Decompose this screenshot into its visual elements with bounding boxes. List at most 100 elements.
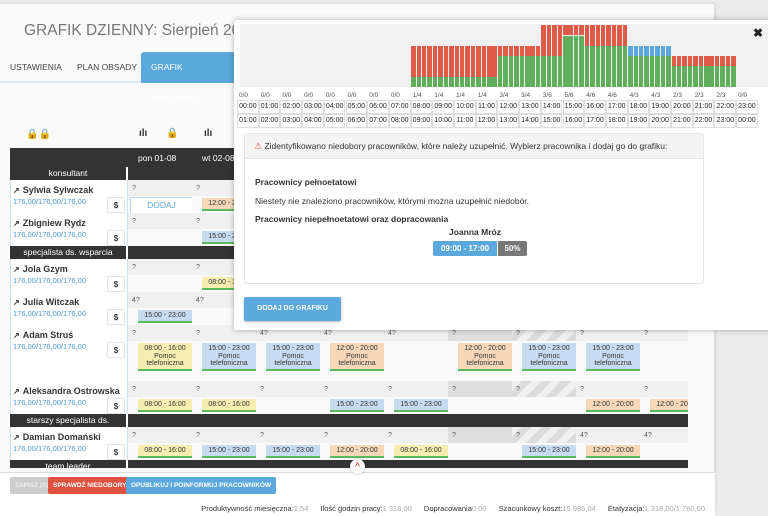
shift-block[interactable]: 15:00 - 23:00 [394,399,448,412]
tab-plan-obsady[interactable]: PLAN OBSADY [77,62,137,72]
cost-button[interactable]: $ [107,444,125,460]
availability-cell[interactable]: ? [640,381,688,397]
shift-cell[interactable]: 08:00 - 16:00 [384,443,448,460]
employee-name[interactable]: ↗ Sylwia Sylwczak [11,180,127,195]
availability-cell[interactable]: ? [128,213,192,229]
lock-icon[interactable]: 🔒 [166,128,179,139]
availability-cell[interactable]: ? [448,381,512,397]
availability-cell[interactable]: ? [256,427,320,443]
candidate-shift-badge[interactable]: 09:00 - 17:00 [433,241,497,256]
lock-all-icon[interactable]: 🔒🔒 [26,129,51,140]
availability-cell[interactable]: ? [512,381,576,397]
shift-cell[interactable] [256,397,320,414]
shift-block[interactable]: 08:00 - 16:00 [138,445,192,458]
chevron-up-icon[interactable]: ^ [350,459,365,474]
tab-ustawienia[interactable]: USTAWIENIA [10,62,62,72]
shift-cell[interactable]: 08:00 - 16:00 [128,443,192,460]
publish-button[interactable]: OPUBLIKUJ I POINFORMUJ PRACOWNIKÓW [126,477,277,494]
bar-chart-icon[interactable]: ılı [204,128,213,139]
employee-name[interactable]: ↗ Damian Domański [11,427,127,442]
save-button[interactable]: ZAPISZ (0) [10,477,53,494]
tab-grafik-wykonany[interactable]: GRAFIK WYKONANY [141,52,235,103]
availability-cell[interactable]: 4? [576,427,640,443]
availability-cell[interactable]: ? [384,427,448,443]
shift-cell[interactable]: 15:00 - 23:00 Pomoc telefoniczna [192,341,256,381]
availability-cell[interactable]: ? [384,381,448,397]
availability-cell[interactable]: ? [320,427,384,443]
shift-cell[interactable]: 15:00 - 23:00 Pomoc telefoniczna [512,341,576,381]
external-link-icon[interactable]: ↗ [13,331,20,340]
availability-cell[interactable]: ? [128,180,192,196]
shift-cell[interactable]: 12:00 - 20:00 [640,397,688,414]
availability-cell[interactable]: ? [192,427,256,443]
employee-name[interactable]: ↗ Julia Witczak [11,292,127,307]
shift-cell[interactable] [640,341,688,381]
availability-cell[interactable]: ? [576,381,640,397]
add-shift-button[interactable]: DODAJ [130,197,193,214]
shift-block[interactable]: 15:00 - 23:00 [330,399,384,412]
shift-block[interactable]: 12:00 - 20:00 [650,399,688,412]
availability-cell[interactable]: ? [128,259,192,275]
shift-block[interactable]: 12:00 - 20:00 Pomoc telefoniczna [458,343,512,371]
shift-cell[interactable] [640,443,688,460]
availability-cell[interactable]: ? [192,381,256,397]
availability-cell[interactable]: 4? [640,427,688,443]
cost-button[interactable]: $ [107,230,125,246]
availability-cell[interactable]: ? [256,381,320,397]
shift-cell[interactable]: 15:00 - 23:00 [192,443,256,460]
shift-block[interactable]: 15:00 - 23:00 [266,445,320,458]
shift-cell[interactable]: 15:00 - 23:00 [512,443,576,460]
availability-cell[interactable]: ? [320,381,384,397]
external-link-icon[interactable]: ↗ [13,387,20,396]
shift-cell[interactable]: DODAJ [128,196,193,214]
availability-cell[interactable]: ? [128,427,192,443]
shift-block[interactable]: 08:00 - 16:00 [202,399,256,412]
shift-cell[interactable]: 12:00 - 20:00 [576,443,640,460]
shift-cell[interactable]: 15:00 - 23:00 [128,308,192,325]
external-link-icon[interactable]: ↗ [13,265,20,274]
employee-name[interactable]: ↗ Adam Struś [11,325,127,340]
availability-cell[interactable]: ? [512,427,576,443]
shift-cell[interactable]: 15:00 - 23:00 Pomoc telefoniczna [576,341,640,381]
shift-cell[interactable]: 08:00 - 16:00 Pomoc telefoniczna [128,341,192,381]
shift-cell[interactable]: 15:00 - 23:00 [320,397,384,414]
shift-cell[interactable]: 12:00 - 20:00 [576,397,640,414]
external-link-icon[interactable]: ↗ [13,433,20,442]
shift-cell[interactable]: 12:00 - 20:00 Pomoc telefoniczna [448,341,512,381]
shift-cell[interactable] [384,341,448,381]
shift-block[interactable]: 15:00 - 23:00 Pomoc telefoniczna [266,343,320,371]
cost-button[interactable]: $ [107,197,125,213]
shift-block[interactable]: 15:00 - 23:00 Pomoc telefoniczna [586,343,640,371]
shift-cell[interactable]: 15:00 - 23:00 Pomoc telefoniczna [256,341,320,381]
add-to-schedule-button[interactable]: DODAJ DO GRAFIKU [244,297,341,321]
shift-cell[interactable]: 08:00 - 16:00 [192,397,256,414]
shift-block[interactable]: 15:00 - 23:00 Pomoc telefoniczna [202,343,256,371]
shift-cell[interactable] [128,275,192,292]
cost-button[interactable]: $ [107,276,125,292]
shift-block[interactable]: 15:00 - 23:00 Pomoc telefoniczna [522,343,576,371]
cost-button[interactable]: $ [107,342,125,358]
shift-cell[interactable]: 15:00 - 23:00 [384,397,448,414]
shift-cell[interactable] [512,397,576,414]
shift-block[interactable]: 12:00 - 20:00 [330,445,384,458]
shift-cell[interactable] [448,397,512,414]
shift-block[interactable]: 08:00 - 16:00 [394,445,448,458]
shift-cell[interactable] [448,443,512,460]
close-icon[interactable]: ✖ [753,26,764,40]
availability-cell[interactable]: 4? [128,292,192,308]
shift-block[interactable]: 08:00 - 16:00 [138,399,192,412]
shift-block[interactable]: 12:00 - 20:00 [586,445,640,458]
cost-button[interactable]: $ [107,309,125,325]
shift-cell[interactable]: 08:00 - 16:00 [128,397,192,414]
external-link-icon[interactable]: ↗ [13,186,20,195]
shift-block[interactable]: 15:00 - 23:00 [138,310,192,323]
bar-chart-icon[interactable]: ılı [139,128,148,139]
shift-block[interactable]: 08:00 - 16:00 Pomoc telefoniczna [138,343,192,371]
check-shortages-button[interactable]: SPRAWDŹ NIEDOBORY [48,477,132,494]
shift-block[interactable]: 15:00 - 23:00 [202,445,256,458]
availability-cell[interactable]: ? [128,381,192,397]
shift-cell[interactable]: 15:00 - 23:00 [256,443,320,460]
shift-cell[interactable]: 12:00 - 20:00 Pomoc telefoniczna [320,341,384,381]
employee-name[interactable]: ↗ Aleksandra Ostrowska [11,381,127,396]
shift-block[interactable]: 12:00 - 20:00 Pomoc telefoniczna [330,343,384,371]
